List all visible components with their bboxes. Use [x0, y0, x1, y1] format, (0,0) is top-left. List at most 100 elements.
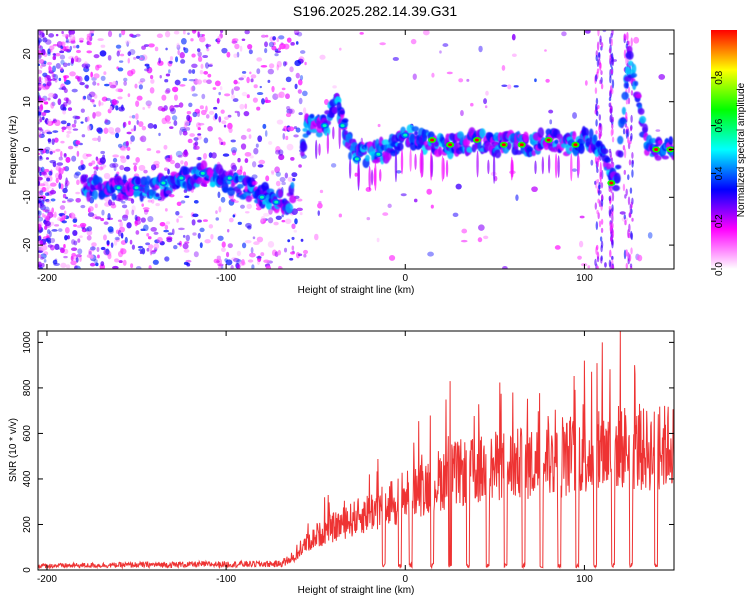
spectrogram-noise-blob — [120, 232, 124, 239]
spectrogram-noise-blob — [278, 154, 285, 161]
spectrogram-noise-blob — [257, 259, 261, 266]
spectrogram-streak-blob — [609, 236, 613, 242]
spectrogram-noise-blob — [47, 48, 51, 55]
spectrogram-noise-blob — [297, 79, 303, 86]
spectrogram-noise-blob — [153, 231, 159, 235]
spectrogram-noise-blob — [190, 38, 194, 42]
spectrogram-streak-blob — [609, 249, 612, 258]
spectrogram-noise-blob — [197, 56, 203, 62]
spectrogram-peak-core — [116, 186, 121, 190]
spectrogram-noise-blob — [466, 78, 470, 82]
spectrogram-noise-blob — [572, 112, 578, 119]
spectrogram-noise-blob — [64, 227, 70, 234]
spectrogram-noise-blob — [377, 123, 381, 128]
spectrogram-noise-blob — [59, 66, 64, 72]
spectrogram-noise-blob — [388, 254, 396, 261]
spectrogram-streak-blob — [611, 136, 615, 143]
spectrogram-ridge-blob — [341, 118, 349, 123]
spectrogram-noise-blob — [38, 183, 46, 187]
spectrogram-noise-blob — [175, 150, 183, 158]
spectrogram-noise-blob — [240, 134, 247, 140]
spectrogram-noise-blob — [49, 221, 55, 226]
spectrogram-noise-blob — [58, 173, 63, 180]
spectrogram-noise-blob — [168, 60, 173, 64]
spectrogram-noise-blob — [237, 221, 242, 225]
spectrogram-noise-blob — [197, 31, 200, 38]
spectrogram-noise-blob — [112, 157, 118, 163]
spectrogram-noise-blob — [51, 207, 55, 214]
spectrogram-noise-blob — [147, 236, 152, 240]
spectrogram-noise-blob — [107, 30, 113, 38]
spectrogram-noise-blob — [67, 107, 73, 111]
spectrogram-noise-blob — [602, 30, 607, 33]
spectrogram-noise-blob — [70, 260, 77, 266]
spectrogram-peak-core — [430, 138, 435, 142]
spectrogram-noise-blob — [173, 94, 178, 101]
spectrogram-tail-blob — [400, 148, 404, 175]
snr-panel: -200 -100 0 100 0 200 400 600 800 1000 Height of… — [8, 330, 675, 596]
y-tick-label: 20 — [22, 48, 33, 60]
spectrogram-streak-blob — [611, 239, 614, 249]
spectrogram-streak-blob — [600, 70, 603, 75]
spectrogram-noise-blob — [250, 247, 254, 254]
spectrogram-noise-blob — [263, 212, 270, 217]
spectrogram-noise-blob — [410, 38, 417, 45]
spectrogram-noise-blob — [62, 166, 66, 171]
spectrogram-noise-blob — [291, 172, 298, 178]
spectrogram-noise-blob — [38, 210, 42, 217]
spectrogram-noise-blob — [147, 104, 151, 109]
spectrogram-noise-blob — [161, 94, 167, 101]
spectrogram-noise-blob — [304, 61, 307, 66]
spectrogram-noise-blob — [143, 169, 148, 174]
spectrogram-ridge-blob — [122, 174, 127, 184]
spectrogram-noise-blob — [38, 133, 45, 139]
spectrogram-noise-blob — [395, 170, 402, 174]
spectrogram-noise-blob — [236, 51, 240, 58]
spectrogram-streak-blob — [625, 249, 628, 257]
spectrogram-streak-blob — [609, 108, 613, 115]
spectrogram-streak-blob — [629, 263, 633, 268]
spectrogram-streak-blob — [623, 169, 626, 175]
spectrogram-noise-blob — [120, 248, 127, 255]
spectrogram-noise-blob — [203, 137, 209, 144]
spectrogram-noise-blob — [507, 84, 512, 90]
spectrogram-ridge-blob — [300, 151, 305, 157]
spectrogram-noise-blob — [38, 131, 42, 139]
spectrogram-ridge-blob — [437, 145, 443, 156]
spectrogram-noise-blob — [131, 244, 135, 250]
spectrogram-noise-blob — [228, 217, 234, 223]
spectrogram-streak-blob — [599, 131, 603, 137]
spectrogram-noise-blob — [249, 71, 252, 75]
spectrogram-streak-blob — [599, 61, 602, 71]
spectrogram-tail-blob — [577, 155, 581, 175]
spectrogram-noise-blob — [218, 206, 222, 213]
spectrogram-noise-blob — [107, 54, 112, 61]
spectrogram-tail-blob — [541, 156, 545, 175]
spectrogram-noise-blob — [126, 146, 131, 151]
spectrogram-noise-blob — [284, 172, 289, 179]
spectrogram-x-label: Height of straight line (km) — [298, 285, 415, 296]
spectrogram-noise-blob — [156, 150, 161, 154]
spectrogram-noise-blob — [637, 254, 643, 262]
spectrogram-noise-blob — [220, 196, 226, 203]
spectrogram-noise-blob — [251, 161, 257, 168]
spectrogram-noise-blob — [126, 131, 132, 135]
colorbar: 0.0 0.2 0.4 0.6 0.8 Normalized spectral ampl… — [711, 30, 747, 276]
spectrogram-noise-blob — [95, 64, 100, 71]
spectrogram-noise-blob — [62, 187, 68, 194]
spectrogram-streak-blob — [598, 220, 602, 228]
spectrogram-noise-blob — [122, 259, 127, 266]
spectrogram-noise-blob — [117, 219, 123, 223]
spectrogram-tail-blob — [476, 150, 479, 178]
spectrogram-streak-blob — [627, 196, 631, 206]
spectrogram-noise-blob — [153, 124, 158, 130]
spectrogram-noise-blob — [192, 213, 199, 218]
spectrogram-noise-blob — [221, 47, 228, 54]
spectrogram-noise-blob — [119, 164, 125, 171]
spectrogram-noise-blob — [554, 245, 561, 250]
spectrogram-noise-blob — [272, 41, 276, 46]
spectrogram-noise-blob — [221, 120, 227, 125]
spectrogram-noise-blob — [48, 92, 55, 98]
spectrogram-streak-blob — [611, 116, 615, 123]
spectrogram-noise-blob — [143, 224, 149, 232]
